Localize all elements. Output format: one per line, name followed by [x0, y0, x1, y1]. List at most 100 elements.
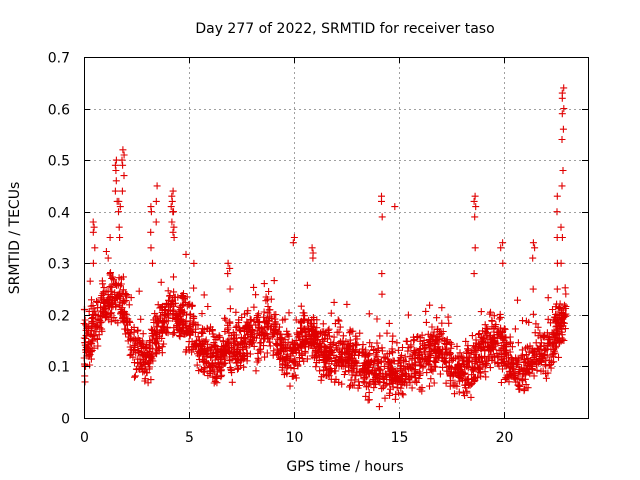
data-point — [477, 369, 484, 377]
x-axis-label: GPS time / hours — [286, 459, 403, 475]
data-point — [131, 372, 139, 380]
data-point — [243, 344, 250, 352]
data-point — [349, 327, 357, 335]
data-point — [465, 380, 473, 388]
data-point — [471, 192, 479, 200]
data-point — [120, 151, 128, 159]
data-point — [215, 332, 223, 340]
data-point — [395, 389, 403, 397]
data-point — [252, 367, 260, 375]
data-point — [546, 360, 554, 368]
data-point — [214, 360, 222, 368]
data-point — [500, 346, 508, 354]
data-point — [377, 370, 385, 377]
data-point — [297, 341, 304, 349]
data-point — [200, 326, 208, 334]
data-point — [464, 345, 471, 353]
data-point — [447, 377, 455, 385]
data-point — [425, 336, 433, 343]
data-point — [316, 367, 324, 375]
data-point — [300, 309, 308, 317]
data-point — [337, 350, 345, 358]
data-point — [388, 364, 395, 372]
data-point — [496, 310, 504, 318]
data-point — [92, 310, 100, 318]
data-point — [108, 303, 116, 311]
data-point — [364, 396, 372, 404]
data-point — [189, 321, 197, 329]
data-point — [145, 365, 153, 373]
data-point — [101, 305, 109, 313]
data-point — [320, 349, 328, 357]
data-point — [233, 322, 241, 330]
data-point — [273, 335, 281, 343]
data-point — [309, 314, 317, 321]
data-point — [378, 385, 386, 393]
data-point — [176, 333, 184, 341]
data-point — [408, 365, 416, 372]
data-point — [110, 314, 118, 322]
data-point — [391, 376, 399, 384]
data-point — [559, 310, 567, 318]
data-point — [559, 319, 567, 327]
data-point — [90, 223, 98, 231]
data-point — [255, 356, 263, 364]
data-point — [303, 355, 311, 363]
data-point — [136, 337, 144, 345]
data-point — [164, 309, 172, 317]
y-tick-label: 0.5 — [48, 154, 70, 170]
data-point — [431, 343, 439, 351]
data-point — [518, 376, 526, 384]
data-point — [361, 374, 369, 381]
y-tick-label: 0 — [61, 412, 70, 428]
data-point — [272, 340, 280, 347]
data-point — [404, 347, 412, 355]
data-point — [264, 309, 272, 317]
data-point — [358, 349, 366, 357]
data-point — [164, 287, 172, 295]
data-point — [451, 390, 458, 398]
data-point — [486, 310, 494, 318]
data-point — [507, 354, 515, 361]
data-point — [340, 340, 348, 348]
data-point — [267, 295, 275, 303]
data-point — [82, 343, 90, 351]
data-point — [127, 294, 135, 302]
data-point — [243, 309, 251, 317]
data-point — [154, 301, 162, 309]
data-point — [394, 346, 402, 354]
data-point — [364, 368, 372, 376]
data-point — [305, 340, 313, 348]
data-point — [108, 281, 116, 289]
data-point — [393, 367, 401, 375]
data-point — [295, 333, 303, 341]
data-point — [131, 373, 138, 381]
data-point — [253, 329, 261, 337]
data-point — [289, 372, 297, 380]
data-point — [438, 304, 446, 312]
y-tick-label: 0.2 — [48, 309, 70, 325]
data-point — [286, 382, 294, 390]
data-point — [153, 328, 161, 336]
data-point — [529, 239, 537, 247]
data-point — [106, 270, 114, 278]
data-point — [524, 384, 532, 392]
data-point — [394, 360, 402, 368]
data-point — [537, 358, 545, 366]
data-point — [352, 332, 360, 340]
data-point — [118, 308, 126, 316]
data-point — [279, 363, 286, 371]
data-point — [268, 333, 276, 341]
data-point — [170, 208, 177, 216]
data-point — [122, 318, 130, 326]
data-point — [471, 348, 479, 356]
data-point — [525, 359, 533, 367]
data-point — [408, 384, 416, 392]
y-tick-label: 0.7 — [48, 51, 70, 67]
data-point — [309, 249, 317, 257]
data-point — [499, 259, 507, 267]
data-point — [377, 357, 385, 365]
data-point — [426, 301, 434, 309]
data-point — [528, 362, 536, 370]
